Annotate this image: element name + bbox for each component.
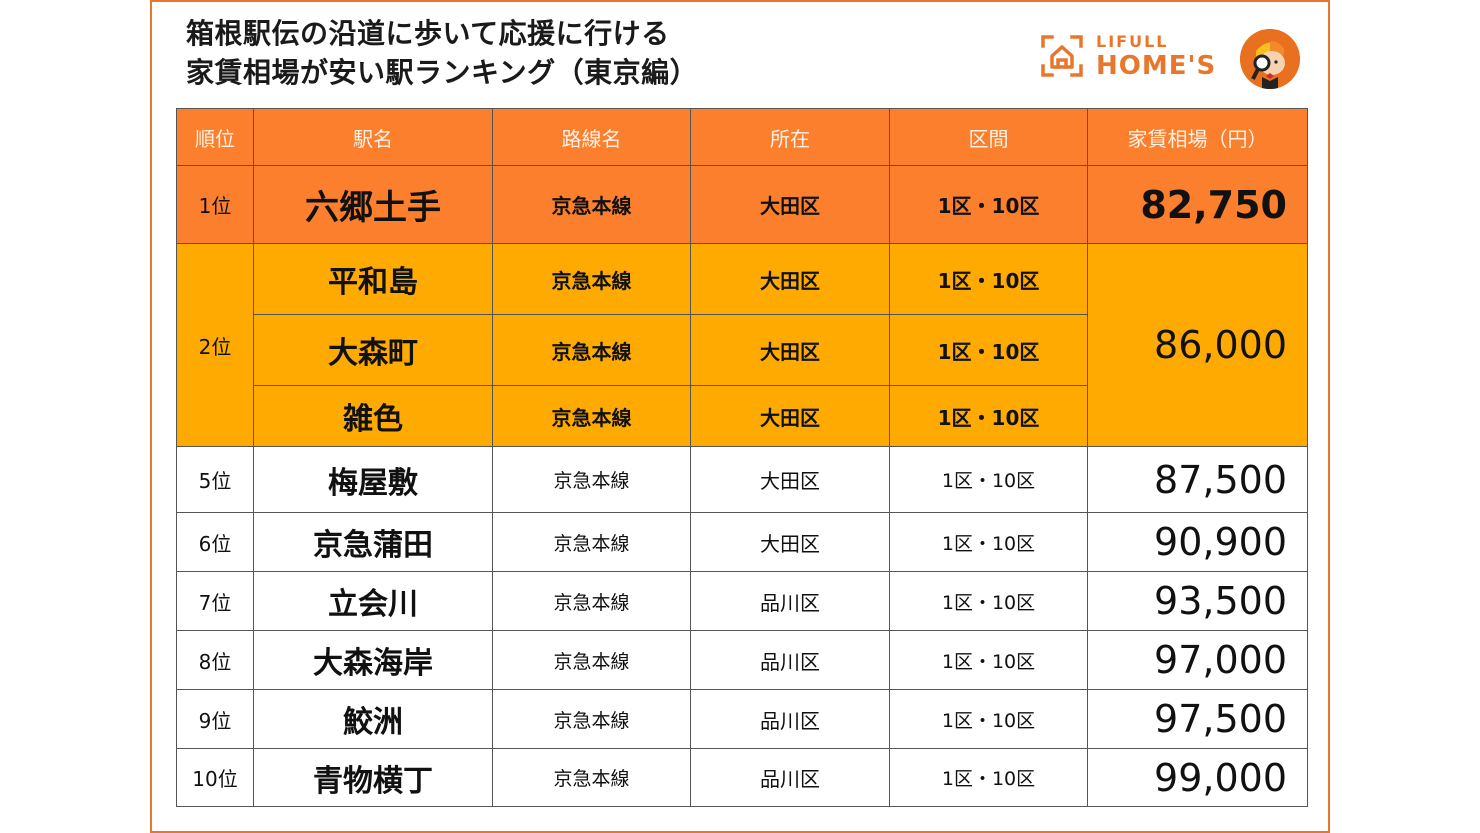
brand-lifull: LIFULL bbox=[1096, 31, 1169, 51]
ward-cell: 大田区 bbox=[690, 446, 890, 513]
brand-homes: HOME'S bbox=[1096, 50, 1217, 81]
ward-cell: 品川区 bbox=[690, 689, 890, 749]
rank-cell: 2位 bbox=[176, 243, 254, 447]
ward-cell: 大田区 bbox=[690, 243, 890, 315]
line-cell: 京急本線 bbox=[492, 446, 691, 513]
ward-cell: 大田区 bbox=[690, 512, 890, 572]
rank-cell: 7位 bbox=[176, 571, 254, 631]
table-row: 6位 京急蒲田 京急本線 大田区 1区・10区 90,900 bbox=[176, 512, 1308, 572]
ward-cell: 大田区 bbox=[690, 314, 890, 386]
line-cell: 京急本線 bbox=[492, 630, 691, 690]
rank-cell: 10位 bbox=[176, 748, 254, 807]
station-cell: 雑色 bbox=[253, 385, 493, 447]
table-row: 1位 六郷土手 京急本線 大田区 1区・10区 82,750 bbox=[176, 165, 1308, 244]
title-line-1: 箱根駅伝の沿道に歩いて応援に行ける bbox=[186, 17, 670, 50]
table-row: 10位 青物横丁 京急本線 品川区 1区・10区 99,000 bbox=[176, 748, 1308, 807]
section-cell: 1区・10区 bbox=[889, 243, 1088, 315]
rent-cell: 87,500 bbox=[1087, 446, 1308, 513]
table-row: 8位 大森海岸 京急本線 品川区 1区・10区 97,000 bbox=[176, 630, 1308, 690]
section-cell: 1区・10区 bbox=[889, 446, 1088, 513]
line-cell: 京急本線 bbox=[492, 314, 691, 386]
page-title: 箱根駅伝の沿道に歩いて応援に行ける 家賃相場が安い駅ランキング（東京編） bbox=[186, 14, 698, 92]
line-cell: 京急本線 bbox=[492, 165, 691, 244]
line-cell: 京急本線 bbox=[492, 512, 691, 572]
rank-cell: 1位 bbox=[176, 165, 254, 244]
line-cell: 京急本線 bbox=[492, 748, 691, 807]
station-cell: 平和島 bbox=[253, 243, 493, 315]
rent-cell: 82,750 bbox=[1087, 165, 1308, 244]
station-cell: 大森町 bbox=[253, 314, 493, 386]
section-cell: 1区・10区 bbox=[889, 571, 1088, 631]
line-cell: 京急本線 bbox=[492, 385, 691, 447]
rank-cell: 9位 bbox=[176, 689, 254, 749]
ward-cell: 品川区 bbox=[690, 630, 890, 690]
ward-cell: 品川区 bbox=[690, 748, 890, 807]
header-line: 路線名 bbox=[492, 108, 691, 166]
title-line-2: 家賃相場が安い駅ランキング（東京編） bbox=[186, 56, 699, 89]
station-cell: 立会川 bbox=[253, 571, 493, 631]
table-row: 9位 鮫洲 京急本線 品川区 1区・10区 97,500 bbox=[176, 689, 1308, 749]
header-section: 区間 bbox=[889, 108, 1088, 166]
station-cell: 京急蒲田 bbox=[253, 512, 493, 572]
rank-cell: 5位 bbox=[176, 446, 254, 513]
header-station: 駅名 bbox=[253, 108, 493, 166]
rent-cell: 86,000 bbox=[1087, 243, 1308, 447]
table-row: 5位 梅屋敷 京急本線 大田区 1区・10区 87,500 bbox=[176, 446, 1308, 513]
house-bracket-icon bbox=[1040, 34, 1084, 78]
ranking-table: 順位 駅名 路線名 所在 区間 家賃相場（円） 1位 六郷土手 京急本線 大田区… bbox=[176, 108, 1308, 807]
line-cell: 京急本線 bbox=[492, 571, 691, 631]
header-rank: 順位 bbox=[176, 108, 254, 166]
mascot-magnifier-icon bbox=[1240, 29, 1300, 89]
station-cell: 大森海岸 bbox=[253, 630, 493, 690]
station-cell: 梅屋敷 bbox=[253, 446, 493, 513]
section-cell: 1区・10区 bbox=[889, 512, 1088, 572]
lifull-homes-logo: LIFULL HOME'S bbox=[1040, 30, 1216, 82]
section-cell: 1区・10区 bbox=[889, 689, 1088, 749]
ward-cell: 大田区 bbox=[690, 165, 890, 244]
rank-cell: 6位 bbox=[176, 512, 254, 572]
line-cell: 京急本線 bbox=[492, 243, 691, 315]
line-cell: 京急本線 bbox=[492, 689, 691, 749]
table-row: 2位 平和島 京急本線 大田区 1区・10区 86,000 bbox=[176, 243, 1308, 447]
section-cell: 1区・10区 bbox=[889, 165, 1088, 244]
station-cell: 鮫洲 bbox=[253, 689, 493, 749]
header-ward: 所在 bbox=[690, 108, 890, 166]
station-cell: 青物横丁 bbox=[253, 748, 493, 807]
section-cell: 1区・10区 bbox=[889, 748, 1088, 807]
section-cell: 1区・10区 bbox=[889, 314, 1088, 386]
station-cell: 六郷土手 bbox=[253, 165, 493, 244]
table-row: 7位 立会川 京急本線 品川区 1区・10区 93,500 bbox=[176, 571, 1308, 631]
rent-cell: 93,500 bbox=[1087, 571, 1308, 631]
ward-cell: 品川区 bbox=[690, 571, 890, 631]
rent-cell: 97,000 bbox=[1087, 630, 1308, 690]
ward-cell: 大田区 bbox=[690, 385, 890, 447]
header-rent: 家賃相場（円） bbox=[1087, 108, 1308, 166]
table-header-row: 順位 駅名 路線名 所在 区間 家賃相場（円） bbox=[176, 108, 1308, 166]
rank-cell: 8位 bbox=[176, 630, 254, 690]
rent-cell: 90,900 bbox=[1087, 512, 1308, 572]
section-cell: 1区・10区 bbox=[889, 630, 1088, 690]
rent-cell: 99,000 bbox=[1087, 748, 1308, 807]
rent-cell: 97,500 bbox=[1087, 689, 1308, 749]
section-cell: 1区・10区 bbox=[889, 385, 1088, 447]
